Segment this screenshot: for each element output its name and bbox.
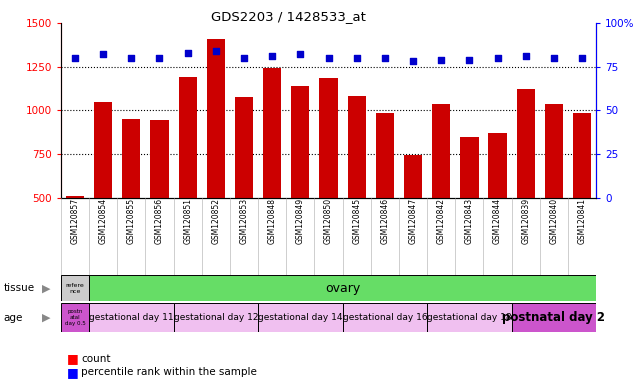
Text: GSM120849: GSM120849 (296, 198, 305, 244)
Point (154, 55, 165, 61)
Bar (488, 133, 506, 285)
Text: gestational day 11: gestational day 11 (89, 313, 174, 322)
Text: ovary: ovary (325, 282, 360, 295)
Text: refere
nce: refere nce (65, 283, 85, 294)
Text: GSM120844: GSM120844 (493, 198, 502, 244)
Text: GDS2203 / 1428533_at: GDS2203 / 1428533_at (211, 10, 366, 23)
Bar (432, 104, 451, 285)
Bar (545, 104, 563, 285)
Point (267, 53, 278, 59)
Point (379, 55, 390, 61)
Bar (427, 303, 512, 332)
Text: gestational day 12: gestational day 12 (174, 313, 258, 322)
Text: ▶: ▶ (42, 283, 51, 293)
Text: GSM120842: GSM120842 (437, 198, 445, 244)
Bar (347, 96, 366, 285)
Point (126, 55, 137, 61)
Bar (404, 155, 422, 285)
Point (577, 55, 587, 61)
Text: tissue: tissue (3, 283, 35, 293)
Text: GSM120855: GSM120855 (127, 198, 136, 244)
Bar (512, 303, 596, 332)
Text: GSM120853: GSM120853 (240, 198, 249, 244)
Bar (235, 97, 253, 285)
Text: postn
atal
day 0.5: postn atal day 0.5 (65, 310, 85, 326)
Bar (178, 77, 197, 285)
Text: GSM120856: GSM120856 (155, 198, 164, 244)
Bar (263, 68, 281, 285)
Text: GSM120857: GSM120857 (71, 198, 79, 244)
Text: GSM120854: GSM120854 (99, 198, 108, 244)
Bar (61, 303, 89, 332)
Bar (573, 113, 591, 285)
Text: GSM120845: GSM120845 (352, 198, 361, 244)
Text: gestational day 18: gestational day 18 (427, 313, 512, 322)
Point (211, 48, 221, 54)
Bar (174, 303, 258, 332)
Text: GSM120848: GSM120848 (268, 198, 277, 244)
Bar (94, 102, 112, 285)
Point (464, 57, 474, 63)
Text: GSM120839: GSM120839 (521, 198, 530, 244)
Text: GSM120852: GSM120852 (212, 198, 221, 244)
Bar (151, 120, 169, 285)
Bar (291, 86, 310, 285)
Text: postnatal day 2: postnatal day 2 (503, 311, 605, 324)
Bar (258, 303, 342, 332)
Bar (122, 119, 140, 285)
Point (492, 55, 503, 61)
Point (239, 55, 249, 61)
Point (436, 57, 446, 63)
Text: gestational day 14: gestational day 14 (258, 313, 342, 322)
Text: GSM120846: GSM120846 (380, 198, 389, 244)
Point (549, 55, 559, 61)
Point (296, 51, 306, 58)
Bar (319, 78, 338, 285)
Point (98, 51, 108, 58)
Point (324, 55, 334, 61)
Text: GSM120841: GSM120841 (578, 198, 587, 244)
Point (183, 50, 193, 56)
Text: percentile rank within the sample: percentile rank within the sample (81, 367, 257, 377)
Bar (517, 89, 535, 285)
Bar (61, 275, 89, 301)
Text: GSM120847: GSM120847 (408, 198, 417, 244)
Bar (460, 137, 479, 285)
Point (351, 55, 362, 61)
Text: GSM120843: GSM120843 (465, 198, 474, 244)
Bar (89, 303, 174, 332)
Point (520, 53, 531, 59)
Bar (342, 303, 427, 332)
Point (70, 55, 80, 61)
Text: GSM120840: GSM120840 (549, 198, 558, 244)
Text: gestational day 16: gestational day 16 (342, 313, 427, 322)
Point (408, 58, 418, 65)
Text: GSM120851: GSM120851 (183, 198, 192, 244)
Text: ■: ■ (67, 366, 79, 379)
Text: ■: ■ (67, 353, 79, 366)
Text: count: count (81, 354, 111, 364)
Text: age: age (3, 313, 22, 323)
Bar (206, 39, 225, 285)
Text: GSM120850: GSM120850 (324, 198, 333, 244)
Bar (376, 113, 394, 285)
Bar (66, 196, 84, 285)
Text: ▶: ▶ (42, 313, 51, 323)
